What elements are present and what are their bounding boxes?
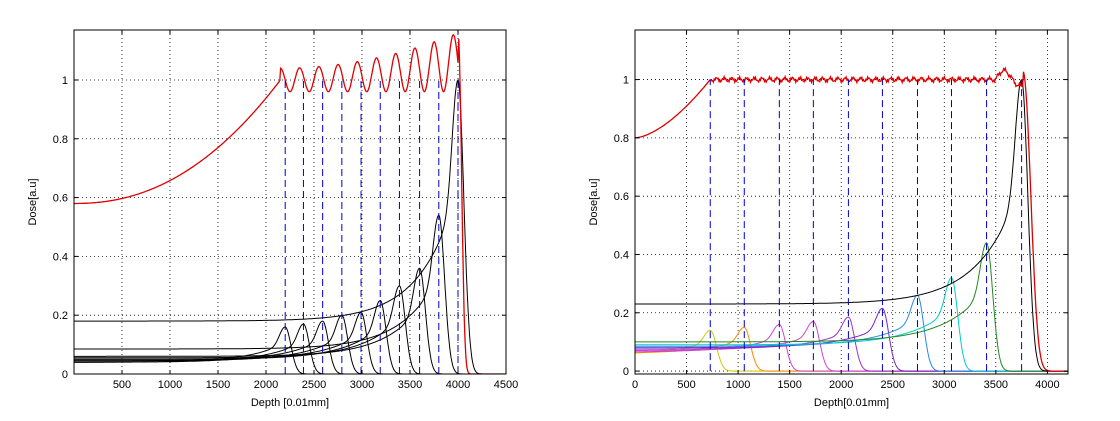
bragg-peak-9 <box>635 242 1068 372</box>
y-tick-label: 1 <box>62 75 68 87</box>
y-tick-label: 0 <box>62 369 68 381</box>
x-tick-label: 1000 <box>726 379 750 391</box>
x-tick-label: 1500 <box>206 379 230 391</box>
y-tick-label: 0 <box>623 366 629 378</box>
bragg-peak-7 <box>635 294 1068 372</box>
x-tick-label: 2000 <box>254 379 278 391</box>
x-tick-label: 4000 <box>446 379 470 391</box>
bragg-peak-10 <box>635 78 1068 372</box>
y-tick-label: 0.8 <box>614 133 629 145</box>
plot-area <box>635 66 1068 372</box>
chart-panel-1: 500 1000 1500 2000 2500 3000 3500 4000 4500 0 0.2 0… <box>27 29 518 409</box>
y-tick-label: 0.2 <box>53 310 68 322</box>
x-tick-label: 3000 <box>350 379 374 391</box>
bragg-peak-8 <box>74 267 506 374</box>
y-tick-label: 0.6 <box>53 193 68 205</box>
x-tick-label: 3000 <box>932 379 956 391</box>
x-axis-label: Depth[0.01mm] <box>814 397 889 409</box>
plot-area <box>74 33 506 374</box>
y-tick-label: 1 <box>623 75 629 87</box>
y-tick-label: 0.4 <box>53 251 68 263</box>
bragg-peak-10 <box>74 78 506 374</box>
y-tick-label: 0.8 <box>53 134 68 146</box>
x-tick-label: 3500 <box>398 379 422 391</box>
y-axis-label: Dose[a.u] <box>588 178 600 225</box>
bragg-peak-4 <box>74 314 506 374</box>
x-tick-label: 1500 <box>777 379 801 391</box>
y-axis-label: Dose[a.u] <box>27 178 39 225</box>
sobp-curve <box>74 33 506 374</box>
bragg-peak-1 <box>74 326 506 374</box>
x-axis-label: Depth [0.01mm] <box>251 397 329 409</box>
y-tick-label: 0.6 <box>614 191 629 203</box>
axes-frame <box>634 29 1069 375</box>
bragg-peak-7 <box>74 285 506 374</box>
x-tick-label: 2000 <box>829 379 853 391</box>
y-tick-label: 0.4 <box>614 249 629 261</box>
x-tick-label: 4500 <box>494 379 518 391</box>
x-tick-label: 2500 <box>302 379 326 391</box>
y-tick-label: 0.2 <box>614 308 629 320</box>
x-tick-label: 0 <box>632 379 638 391</box>
x-tick-label: 4000 <box>1035 379 1059 391</box>
chart-panel-2: 0 500 1000 1500 2000 2500 3000 3500 4000 0 0.2 0.4 0… <box>588 29 1069 409</box>
bragg-peak-5 <box>635 316 1068 372</box>
x-tick-label: 1000 <box>158 379 182 391</box>
bragg-peak-6 <box>74 299 506 374</box>
x-tick-label: 3500 <box>984 379 1008 391</box>
bragg-peak-1 <box>635 329 1068 372</box>
axes-frame <box>73 29 507 375</box>
bragg-peak-2 <box>74 323 506 374</box>
x-tick-label: 2500 <box>880 379 904 391</box>
x-tick-label: 500 <box>677 379 695 391</box>
x-tick-label: 500 <box>113 379 131 391</box>
bragg-peak-9 <box>74 214 506 374</box>
sobp-curve <box>635 66 1068 372</box>
